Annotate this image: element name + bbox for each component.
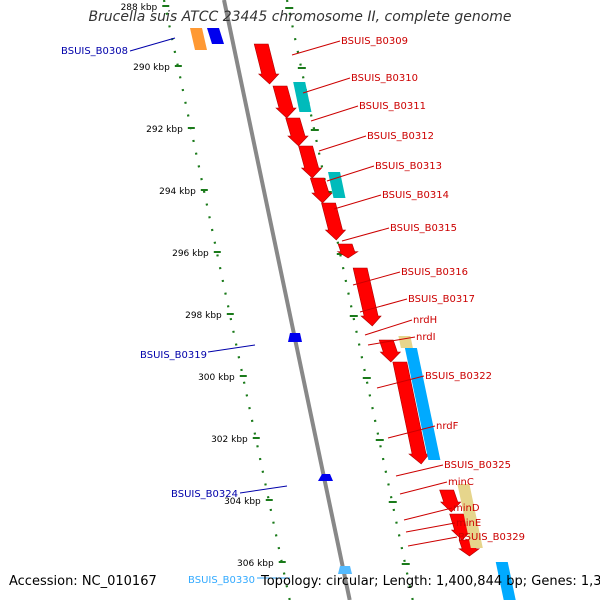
gene-label: BSUIS_B0317: [408, 294, 475, 305]
gene-label-leader: [318, 135, 367, 152]
gene-label: BSUIS_B0324: [171, 489, 238, 500]
gene-label: minD: [453, 503, 480, 514]
reverse-feature-orange: [190, 28, 207, 50]
gene-label-leader: [239, 485, 288, 494]
gene-label-leader: [403, 507, 453, 521]
gene-label: BSUIS_B0319: [140, 350, 207, 361]
gene-label-leader: [207, 344, 256, 353]
gene-label: BSUIS_B0330: [188, 575, 255, 586]
gene-label-leader: [326, 165, 375, 182]
rna-feature: [404, 348, 441, 460]
gene-label: BSUIS_B0309: [341, 36, 408, 47]
scale-label: 290 kbp: [133, 63, 170, 73]
forward-gene-arrow: [336, 243, 359, 259]
reverse-gene-arrow: [318, 474, 333, 481]
scale-label: 292 kbp: [146, 125, 183, 135]
gene-label-leader: [333, 194, 382, 210]
scale-label: 306 kbp: [237, 559, 274, 569]
forward-gene-arrow: [285, 117, 309, 147]
forward-gene-arrow: [253, 43, 280, 85]
gene-label: BSUIS_B0314: [382, 190, 449, 201]
gene-label: nrdF: [436, 421, 459, 432]
map-title: Brucella suis ATCC 23445 chromosome II, …: [88, 9, 512, 25]
forward-gene-arrow: [378, 339, 402, 363]
gene-label: minE: [456, 518, 481, 529]
gene-label: BSUIS_B0310: [351, 73, 418, 84]
scale-label: 288 kbp: [121, 3, 158, 13]
gene-label-leader: [352, 271, 401, 286]
forward-gene-arrow: [321, 202, 347, 241]
scale-label: 296 kbp: [172, 249, 209, 259]
chromosome-backbone: [222, 0, 352, 600]
gene-label-leader: [407, 536, 458, 547]
gene-label-leader: [364, 319, 413, 336]
forward-gene-arrow: [298, 145, 323, 179]
gene-label-leader: [129, 37, 176, 52]
gene-label: nrdH: [413, 315, 437, 326]
reverse-gene-arrow: [338, 566, 352, 574]
forward-gene-arrow: [439, 489, 462, 513]
rna-feature: [293, 82, 312, 112]
forward-gene-arrow: [352, 267, 382, 327]
scale-label: 294 kbp: [159, 187, 196, 197]
gene-label: BSUIS_B0313: [375, 161, 442, 172]
gene-label-leader: [359, 298, 408, 313]
scale-label: 304 kbp: [224, 497, 261, 507]
scale-label: 298 kbp: [185, 311, 222, 321]
gene-label: minC: [448, 477, 474, 488]
accession-text: Accession: NC_010167: [9, 574, 157, 589]
gene-label-leader: [405, 522, 456, 533]
gene-label: BSUIS_B0315: [390, 223, 457, 234]
reverse-gene-arrow: [288, 333, 302, 342]
topology-text: Topology: circular; Length: 1,400,844 bp…: [261, 574, 600, 589]
forward-gene-arrow: [272, 85, 297, 119]
gene-label-leader: [395, 464, 444, 477]
gene-label-leader: [341, 227, 390, 242]
gene-label: BSUIS_B0312: [367, 131, 434, 142]
reverse-gene-arrow: [207, 28, 224, 44]
rna-feature: [457, 484, 483, 548]
gene-label: BSUIS_B0329: [458, 532, 525, 543]
gene-label-leader: [399, 481, 448, 495]
forward-gene-arrow: [309, 177, 333, 204]
left-scale-rail: [162, 0, 291, 600]
gene-label: BSUIS_B0316: [401, 267, 468, 278]
gene-label: BSUIS_B0311: [359, 101, 426, 112]
gene-label: BSUIS_B0308: [61, 46, 128, 57]
forward-gene-arrow: [392, 361, 430, 465]
gene-label-leader: [376, 375, 425, 389]
gene-label-leader: [310, 105, 359, 122]
gene-label: nrdI: [416, 332, 436, 343]
scale-label: 302 kbp: [211, 435, 248, 445]
rna-feature: [328, 172, 346, 198]
gene-label-leader: [291, 40, 341, 56]
gene-label-leader: [387, 425, 436, 439]
gene-label: BSUIS_B0322: [425, 371, 492, 382]
gene-label: BSUIS_B0325: [444, 460, 511, 471]
gene-label-leader: [302, 77, 351, 94]
scale-label: 300 kbp: [198, 373, 235, 383]
gene-label-leader: [367, 336, 416, 346]
rna-feature: [495, 562, 516, 600]
